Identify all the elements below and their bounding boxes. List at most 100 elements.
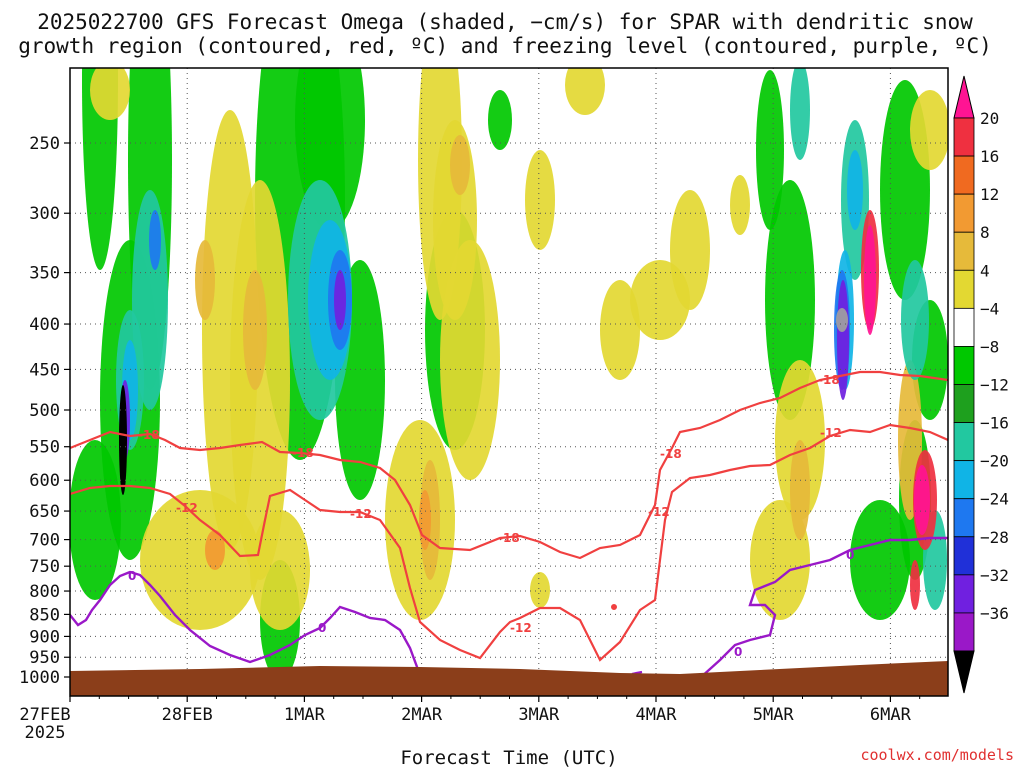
contour-label-red-6: -18 (498, 531, 520, 545)
y-tick-label: 750 (29, 557, 60, 577)
omega-shading-blob (910, 560, 920, 610)
omega-shading-blob (488, 90, 512, 150)
colorbar-top-arrow (953, 75, 975, 119)
colorbar-swatch (953, 384, 975, 423)
contour-labels: -18 -12 -12 -18 -12 -18 -12 -18 -12 -18 … (128, 373, 854, 659)
contour-label-purple-2: 0 (318, 621, 326, 635)
contour-label-purple-1: 0 (128, 569, 136, 583)
omega-shading-blob (565, 68, 605, 115)
omega-shading-blob (450, 135, 470, 195)
terrain-ground (70, 661, 948, 696)
colorbar-label: −16 (980, 414, 1009, 433)
x-tick-label: 1MAR (284, 705, 326, 725)
y-tick-label: 700 (29, 531, 60, 551)
contour-label-red-7: -12 (648, 505, 670, 519)
omega-shading-blob (847, 150, 863, 230)
omega-shading-blob (836, 308, 848, 332)
x-axis-title: Forecast Time (UTC) (400, 747, 617, 768)
contour-label-purple-3: 0 (734, 645, 742, 659)
colorbar-swatch (953, 269, 975, 309)
plot-area: -18 -12 -12 -18 -12 -18 -12 -18 -12 -18 … (69, 67, 949, 697)
y-tick-label: 650 (29, 502, 60, 522)
y-tick-label: 1000 (19, 668, 60, 688)
omega-shading-blob (910, 90, 948, 170)
omega-shading-blob (195, 240, 215, 320)
omega-shading-blob (243, 270, 267, 390)
y-tick-label: 450 (29, 360, 60, 380)
colorbar-swatch (953, 155, 975, 195)
omega-shading-blob (670, 190, 710, 310)
omega-shading-blob (901, 260, 929, 380)
y-tick-label: 800 (29, 582, 60, 602)
colorbar-bottom-arrow (953, 650, 975, 694)
x-axis: 27FEB 28FEB 1MAR 2MAR 3MAR 4MAR 5MAR 6MAR (19, 696, 921, 725)
omega-shading-blob (140, 490, 260, 630)
omega-shading-blob (149, 210, 161, 270)
title-line-2: growth region (contoured, red, ºC) and f… (18, 34, 992, 58)
colorbar-label: −36 (980, 604, 1009, 623)
colorbar-label: 8 (980, 223, 990, 242)
omega-shading-blob (730, 175, 750, 235)
contours: -18 -12 -12 -18 -12 -18 -12 -18 -12 -18 … (70, 370, 948, 679)
colorbar-label: −32 (980, 566, 1009, 585)
credit-link[interactable]: coolwx.com/models (860, 746, 1014, 764)
colorbar-label: 4 (980, 261, 990, 280)
omega-shading-blob (90, 68, 130, 120)
y-tick-label: 600 (29, 471, 60, 491)
omega-shading-blob (334, 270, 346, 330)
colorbar-label: −8 (980, 337, 999, 356)
y-tick-label: 850 (29, 605, 60, 625)
colorbar-label: −12 (980, 376, 1009, 395)
omega-shading-blob (525, 150, 555, 250)
colorbar-swatch (953, 307, 975, 347)
omega-shading-blob (440, 240, 500, 480)
x-tick-label: 5MAR (753, 705, 795, 725)
x-tick-label: 6MAR (870, 705, 912, 725)
omega-shading-blob (790, 68, 810, 160)
omega-shading-blob (790, 440, 810, 540)
chart-title: 2025022700 GFS Forecast Omega (shaded, −… (18, 10, 992, 58)
colorbar-swatch (953, 460, 975, 500)
contour-label-red-4: -18 (292, 446, 314, 460)
contour-freezing-level-right (699, 536, 948, 679)
x-axis-year-label: 2025 (25, 723, 66, 743)
contour-dgz-upper (70, 370, 948, 560)
colorbar-label: 20 (980, 109, 999, 128)
x-tick-label: 3MAR (518, 705, 560, 725)
colorbar-swatch (953, 231, 975, 271)
colorbar: 20 16 12 8 4 −4 −8 −12 −16 −20 −24 −28 −32 −36 (953, 75, 1009, 694)
contour-label-red-10: -18 (818, 373, 840, 387)
title-line-1: 2025022700 GFS Forecast Omega (shaded, −… (37, 10, 973, 34)
colorbar-swatch (953, 193, 975, 233)
colorbar-swatch (953, 346, 975, 385)
contour-label-red-8: -18 (660, 447, 682, 461)
omega-shading-blob (850, 500, 910, 620)
colorbar-swatch (953, 612, 975, 652)
contour-label-red-5: -12 (510, 621, 532, 635)
colorbar-swatch (953, 498, 975, 538)
omega-shading-blob (119, 385, 127, 495)
x-tick-label: 4MAR (636, 705, 678, 725)
colorbar-swatch (953, 422, 975, 462)
omega-shading-blob (864, 225, 876, 335)
omega-shading-blob (914, 465, 930, 535)
y-tick-label: 400 (29, 315, 60, 335)
omega-shading-blob (600, 280, 640, 380)
y-tick-label: 550 (29, 438, 60, 458)
contour-label-red-2: -12 (176, 501, 198, 515)
contour-freezing-level (70, 570, 422, 676)
contour-label-red-9: -12 (820, 426, 842, 440)
contour-dgz-small-loop (611, 604, 618, 610)
y-tick-label: 500 (29, 401, 60, 421)
contour-label-purple-4: 0 (846, 548, 854, 562)
x-tick-label: 28FEB (162, 705, 213, 725)
colorbar-label: −24 (980, 490, 1009, 509)
colorbar-swatch (953, 117, 975, 157)
colorbar-swatch (953, 536, 975, 576)
colorbar-label: −20 (980, 452, 1009, 471)
y-tick-label: 900 (29, 627, 60, 647)
omega-shading-blob (756, 70, 784, 230)
x-tick-label: 27FEB (19, 705, 70, 725)
colorbar-label: 16 (980, 147, 999, 166)
